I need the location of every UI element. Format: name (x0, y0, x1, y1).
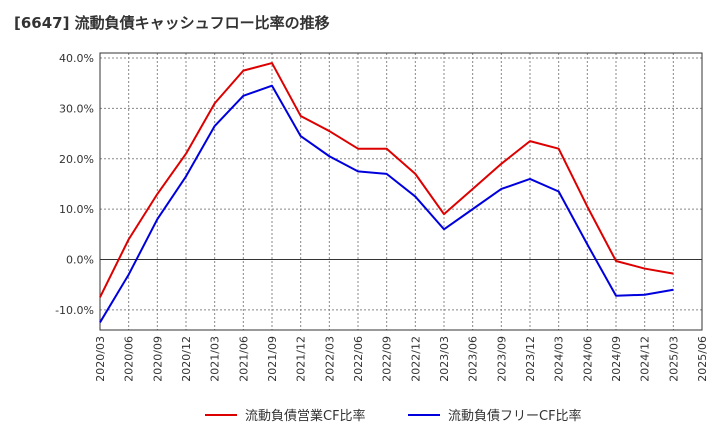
legend: 流動負債営業CF比率 流動負債フリーCF比率 (205, 408, 582, 424)
x-tick-label: 2020/06 (123, 336, 136, 382)
x-tick-label: 2023/06 (467, 336, 480, 382)
x-tick-label: 2024/09 (610, 336, 623, 382)
x-tick-label: 2025/03 (667, 336, 680, 382)
y-tick-label: -10.0% (55, 304, 94, 317)
x-tick-label: 2022/12 (409, 336, 422, 382)
y-tick-label: 40.0% (59, 52, 94, 65)
x-tick-label: 2022/06 (352, 336, 365, 382)
x-tick-label: 2021/12 (295, 336, 308, 382)
x-tick-label: 2024/12 (639, 336, 652, 382)
x-tick-label: 2023/09 (495, 336, 508, 382)
x-tick-label: 2021/03 (209, 336, 222, 382)
x-tick-label: 2022/09 (381, 336, 394, 382)
x-tick-label: 2022/03 (323, 336, 336, 382)
legend-label-2: 流動負債フリーCF比率 (448, 408, 582, 424)
plot-frame (99, 52, 703, 331)
y-tick-label: 20.0% (59, 153, 94, 166)
x-tick-label: 2021/06 (237, 336, 250, 382)
y-tick-label: 0.0% (66, 253, 94, 266)
x-tick-label: 2025/06 (696, 336, 709, 382)
x-tick-label: 2020/03 (94, 336, 107, 382)
x-tick-label: 2020/12 (180, 336, 193, 382)
y-tick-label: 30.0% (59, 102, 94, 115)
x-tick-label: 2021/09 (266, 336, 279, 382)
chart-title: [6647] 流動負債キャッシュフロー比率の推移 (14, 14, 330, 32)
series-group (99, 62, 674, 323)
y-axis-ticks: 40.0% 30.0% 20.0% 10.0% 0.0% -10.0% (55, 52, 94, 317)
series-line-1 (99, 62, 674, 298)
x-tick-label: 2020/09 (151, 336, 164, 382)
x-tick-label: 2023/03 (438, 336, 451, 382)
series-line-2 (99, 84, 674, 323)
x-tick-label: 2024/03 (553, 336, 566, 382)
x-axis-ticks: 2020/03 2020/06 2020/09 2020/12 2021/03 2021/… (94, 336, 709, 382)
x-tick-label: 2024/06 (581, 336, 594, 382)
x-tick-label: 2023/12 (524, 336, 537, 382)
legend-label-1: 流動負債営業CF比率 (245, 408, 366, 424)
y-tick-label: 10.0% (59, 203, 94, 216)
